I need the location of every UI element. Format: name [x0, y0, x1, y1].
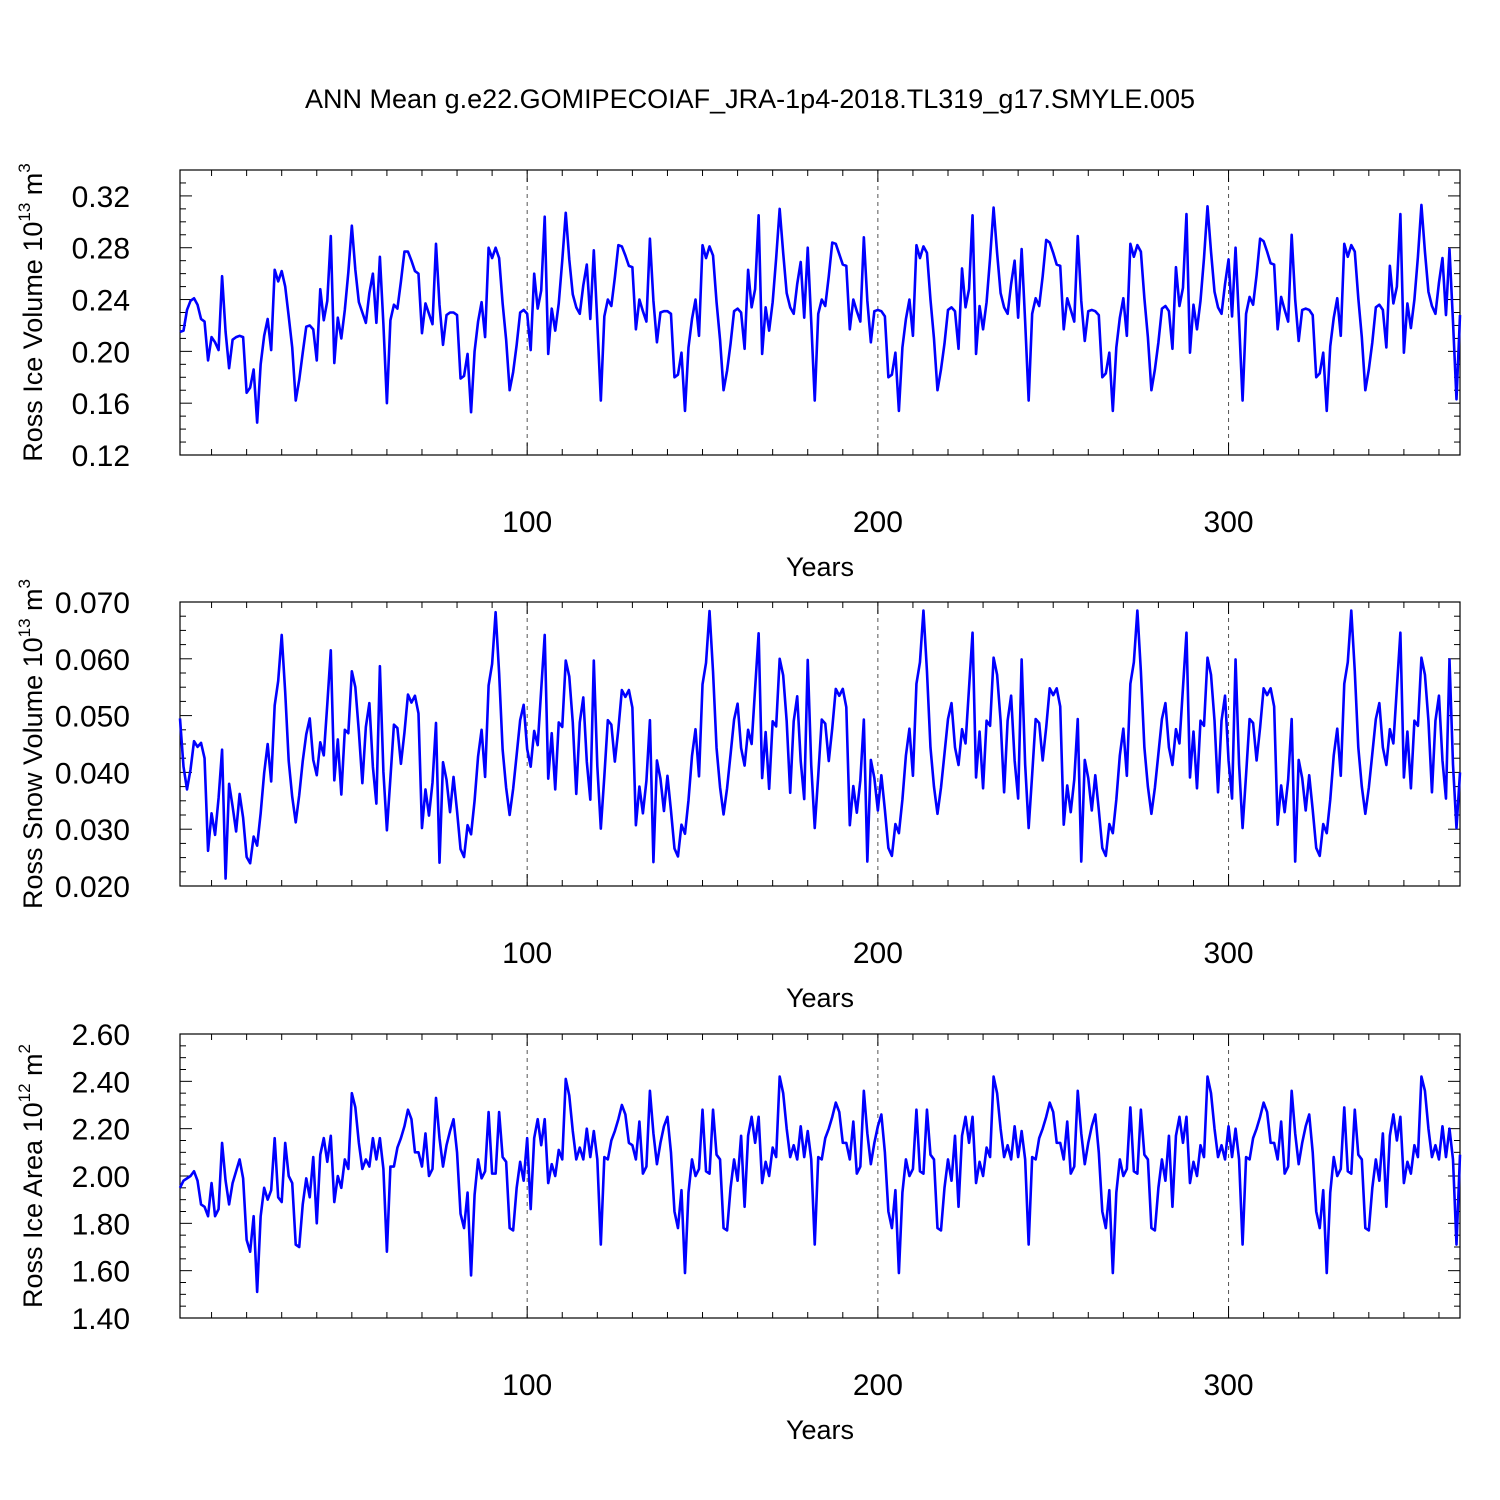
panel-1-ylabel-exp: 13 [15, 203, 34, 222]
panel-2-ylabel-unit: m [18, 588, 48, 618]
panel-1-ytick-label-1: 0.16 [72, 388, 130, 421]
panel-1-xlabel: Years [786, 552, 854, 582]
panel-3-ytick-label-0: 1.40 [72, 1303, 130, 1336]
panel-2-frame [179, 601, 1461, 887]
panel-1-series-line-1 [179, 203, 1462, 424]
panel-3-xlabel: Years [786, 1415, 854, 1445]
panel-1: 0.12 0.16 0.20 0.24 0.28 0.32 100 200 300 Years Ro… [15, 163, 1462, 582]
panel-1-ytick-label-5: 0.32 [72, 181, 130, 214]
panel-3-ylabel-main: Ross Ice Area 10 [18, 1102, 48, 1308]
panel-2-ytick-label-4: 0.060 [55, 644, 130, 677]
panel-1-ylabel: Ross Ice Volume 1013 m3 [15, 163, 48, 462]
panel-1-xtick-label-300: 300 [1204, 506, 1254, 539]
panel-1-ytick-label-4: 0.28 [72, 233, 130, 266]
panel-3: 1.40 1.60 1.80 2.00 2.20 2.40 2.60 100 200 300 Yea… [15, 1019, 1462, 1445]
panel-3-ylabel: Ross Ice Area 1012 m2 [15, 1044, 48, 1308]
panel-2-xtick-label-300: 300 [1204, 937, 1254, 970]
panel-3-ytick-label-3: 2.00 [72, 1161, 130, 1194]
panel-3-xtick-label-300: 300 [1204, 1369, 1254, 1402]
panel-3-ytick-label-4: 2.20 [72, 1114, 130, 1147]
panel-1-ytick-label-3: 0.24 [72, 285, 130, 318]
panel-2-xtick-label-200: 200 [853, 937, 903, 970]
panel-3-series-line-1 [178, 1075, 1462, 1294]
panel-1-ylabel-unit-exp: 3 [15, 163, 34, 172]
panel-2-ytick-label-3: 0.050 [55, 701, 130, 734]
panel-3-xtick-label-200: 200 [853, 1369, 903, 1402]
panel-1-xtick-label-200: 200 [853, 506, 903, 539]
figure-title: ANN Mean g.e22.GOMIPECOIAF_JRA-1p4-2018.… [305, 84, 1195, 114]
panel-2-ylabel: Ross Snow Volume 1013 m3 [15, 579, 48, 909]
panel-1-ylabel-unit: m [18, 173, 48, 203]
panel-3-xtick-label-100: 100 [502, 1369, 552, 1402]
panel-2-ylabel-exp: 13 [15, 618, 34, 637]
panel-3-ylabel-exp: 12 [15, 1083, 34, 1102]
panel-2-ylabel-unit-exp: 3 [15, 579, 34, 588]
panel-2-ytick-label-0: 0.020 [55, 871, 130, 904]
panel-2-series-line-1 [178, 609, 1462, 880]
panel-3-ylabel-unit-exp: 2 [15, 1044, 34, 1053]
panel-3-ylabel-unit: m [18, 1053, 48, 1083]
panel-3-frame [179, 1033, 1461, 1319]
panel-3-ytick-label-1: 1.60 [72, 1256, 130, 1289]
panel-1-ylabel-main: Ross Ice Volume 10 [18, 222, 48, 462]
panel-3-ytick-label-5: 2.40 [72, 1066, 130, 1099]
panel-1-xtick-label-100: 100 [502, 506, 552, 539]
panel-2: 0.020 0.030 0.040 0.050 0.060 0.070 100 200 300 Y… [15, 579, 1462, 1013]
panel-1-ytick-label-2: 0.20 [72, 336, 130, 369]
panel-2-ytick-label-2: 0.040 [55, 757, 130, 790]
panel-2-ytick-label-1: 0.030 [55, 814, 130, 847]
panel-2-xlabel: Years [786, 983, 854, 1013]
panel-1-frame [179, 169, 1461, 456]
panel-3-ytick-label-6: 2.60 [72, 1019, 130, 1052]
panel-2-ylabel-main: Ross Snow Volume 10 [18, 637, 48, 909]
panel-1-ytick-label-0: 0.12 [72, 440, 130, 473]
panel-2-xtick-label-100: 100 [502, 937, 552, 970]
panels: 0.12 0.16 0.20 0.24 0.28 0.32 100 200 300 Years Ro… [15, 163, 1462, 1445]
panel-3-ytick-label-2: 1.80 [72, 1208, 130, 1241]
panel-2-ytick-label-5: 0.070 [55, 587, 130, 620]
